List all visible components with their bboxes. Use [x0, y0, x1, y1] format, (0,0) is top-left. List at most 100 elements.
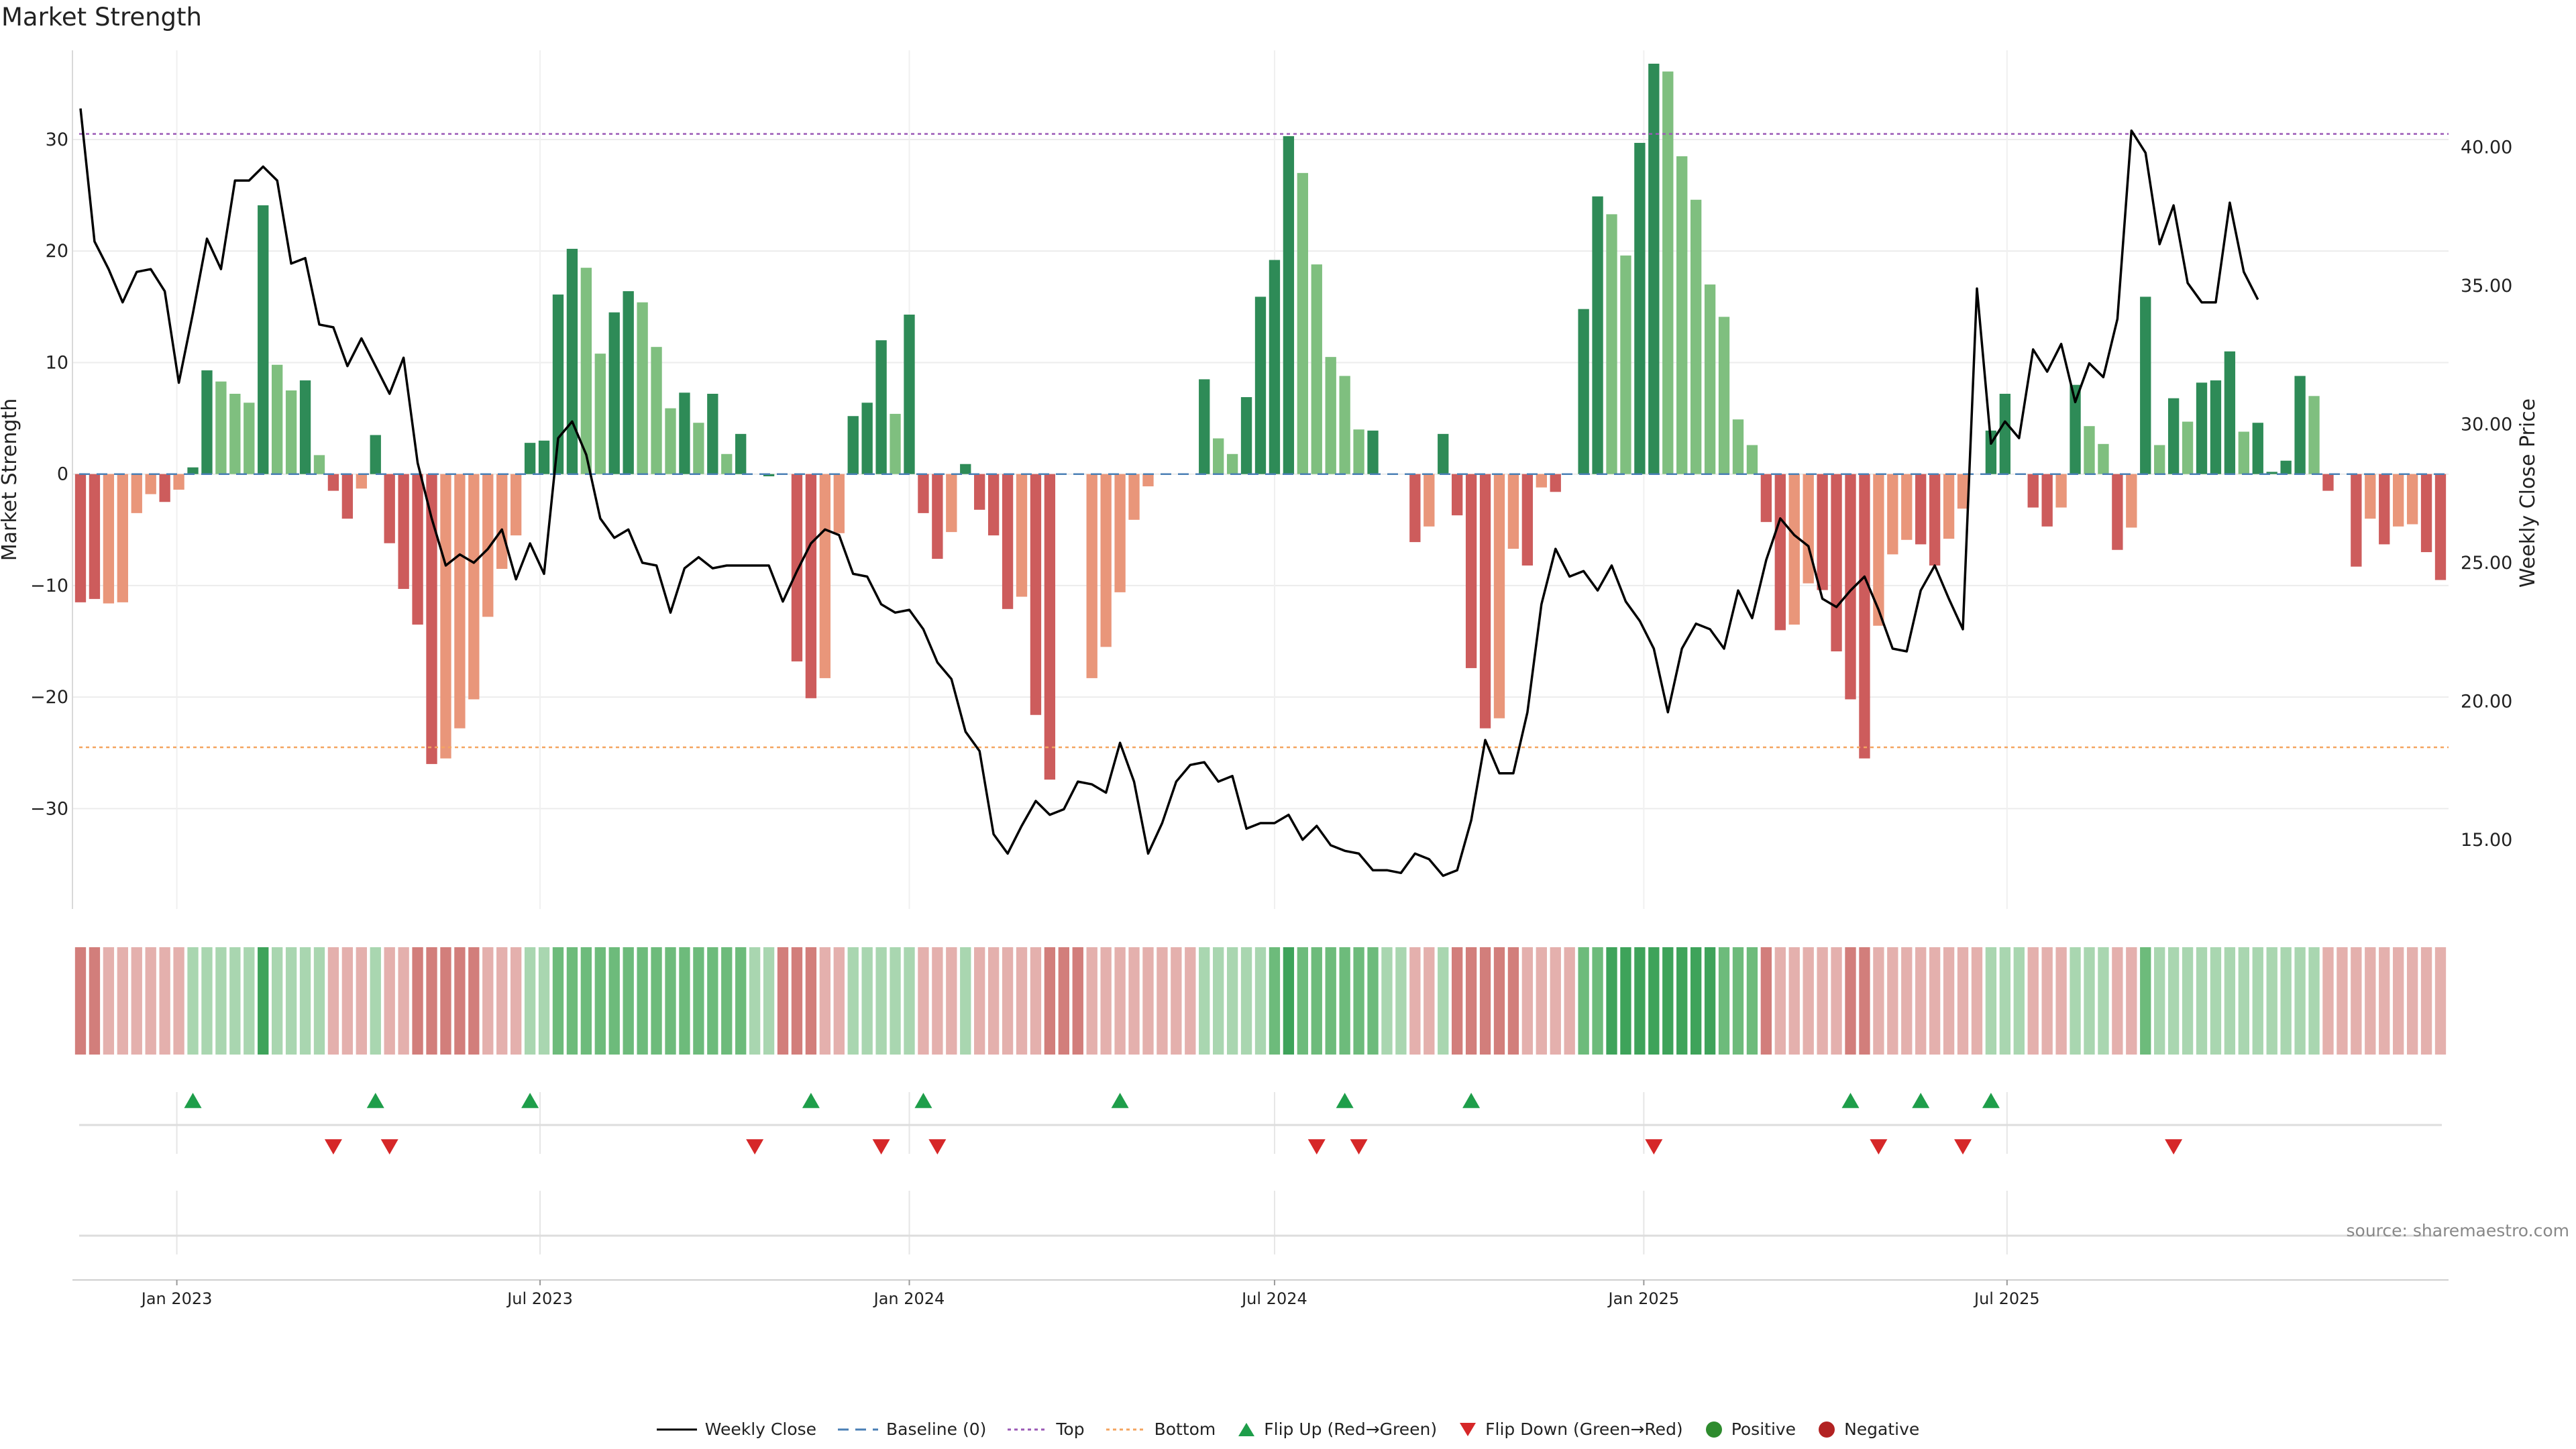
heat-cell	[1887, 947, 1898, 1055]
heat-cell	[693, 947, 704, 1055]
strength-bar	[2294, 376, 2306, 474]
strength-bar	[1325, 357, 1336, 474]
heat-cell	[847, 947, 859, 1055]
heat-cell	[215, 947, 227, 1055]
heat-cell	[74, 947, 87, 1055]
flip-down-marker	[1645, 1139, 1663, 1155]
flip-down-marker	[872, 1139, 890, 1155]
heat-cell	[2266, 947, 2277, 1055]
flip-down-marker	[928, 1139, 947, 1155]
heat-cell	[1297, 947, 1308, 1055]
heat-cell	[1536, 947, 1547, 1055]
heat-cell	[2420, 947, 2432, 1055]
strength-bar	[1479, 474, 1491, 729]
heat-cell	[2406, 947, 2418, 1055]
heat-cell	[1452, 947, 1463, 1055]
y2-tick-label: 35.00	[2461, 276, 2512, 297]
x-tick-label: Jul 2023	[506, 1289, 573, 1308]
heat-cell	[1676, 947, 1688, 1055]
strength-bar	[819, 474, 831, 678]
heat-cell	[398, 947, 409, 1055]
legend-item: Top	[1008, 1419, 1085, 1439]
strength-bar	[1690, 199, 1702, 474]
heat-cell	[356, 947, 367, 1055]
heat-cell	[370, 947, 381, 1055]
legend-label: Negative	[1844, 1419, 1920, 1439]
heat-cell	[2013, 947, 2025, 1055]
heat-cell	[1662, 947, 1674, 1055]
heat-cell	[258, 947, 269, 1055]
triangle-up-icon	[1237, 1421, 1264, 1438]
heat-cell	[1873, 947, 1884, 1055]
heat-cell	[201, 947, 213, 1055]
strength-bar	[707, 394, 718, 474]
strength-bar	[1002, 474, 1014, 609]
heat-cell	[1339, 947, 1350, 1055]
heat-cell	[987, 947, 1000, 1055]
flip-up-marker	[914, 1093, 932, 1108]
heat-cell	[861, 947, 873, 1055]
heat-cell	[1634, 947, 1646, 1055]
strength-bar	[1943, 474, 1955, 539]
heat-cell	[1606, 947, 1617, 1055]
heat-cell	[2294, 947, 2306, 1055]
heat-cell	[1578, 947, 1589, 1055]
strength-bar	[960, 464, 971, 474]
heat-cell	[1957, 947, 1969, 1055]
y2-tick-label: 30.00	[2461, 414, 2512, 435]
flip-up-marker	[802, 1093, 820, 1108]
strength-bar	[187, 467, 199, 474]
flip-up-marker	[1336, 1093, 1354, 1108]
red-dot-icon	[1817, 1420, 1844, 1439]
legend-item: Baseline (0)	[838, 1419, 986, 1439]
heat-cell	[2182, 947, 2194, 1055]
strength-bar	[285, 390, 297, 474]
heat-cell	[1395, 947, 1407, 1055]
legend-label: Positive	[1731, 1419, 1796, 1439]
strength-bar	[2027, 474, 2039, 508]
strength-bar	[791, 474, 803, 661]
x-tick-label: Jan 2025	[1607, 1289, 1680, 1308]
strength-bar	[117, 474, 128, 602]
heat-cell	[1999, 947, 2011, 1055]
y-tick-label: −10	[30, 576, 68, 596]
strength-bar	[1521, 474, 1534, 566]
strength-bar	[1999, 394, 2011, 474]
y2-tick-label: 15.00	[2461, 830, 2512, 851]
strength-bar	[721, 453, 733, 474]
heat-cell	[510, 947, 522, 1055]
legend-item: Flip Down (Green→Red)	[1458, 1419, 1683, 1439]
y2-tick-label: 25.00	[2461, 553, 2512, 574]
heat-cell	[791, 947, 803, 1055]
heat-cell	[1648, 947, 1660, 1055]
strength-bar	[2041, 474, 2053, 527]
heat-cell	[1845, 947, 1856, 1055]
strength-bar	[1929, 474, 1941, 566]
heat-cell	[1507, 947, 1519, 1055]
heat-cell	[2393, 947, 2404, 1055]
strength-bar	[173, 474, 184, 490]
heat-cell	[1493, 947, 1505, 1055]
strength-bar	[1859, 474, 1870, 759]
strength-bar	[1339, 376, 1350, 474]
heat-cell	[1311, 947, 1322, 1055]
strength-bar	[651, 347, 662, 474]
strength-bar	[2308, 396, 2320, 474]
heat-cell	[327, 947, 339, 1055]
heat-cell	[1521, 947, 1534, 1055]
heat-cell	[1044, 947, 1056, 1055]
strength-bar	[454, 474, 466, 729]
heat-cell	[299, 947, 311, 1055]
heat-cell	[2154, 947, 2165, 1055]
heat-cell	[1479, 947, 1491, 1055]
heat-cell	[1690, 947, 1702, 1055]
flip-down-marker	[1307, 1139, 1326, 1155]
flip-down-marker	[380, 1139, 398, 1155]
legend-item: Flip Up (Red→Green)	[1237, 1419, 1437, 1439]
strength-bar	[1774, 474, 1786, 631]
strength-bar	[426, 474, 437, 764]
strength-bar	[637, 302, 648, 474]
heat-cell	[1438, 947, 1449, 1055]
